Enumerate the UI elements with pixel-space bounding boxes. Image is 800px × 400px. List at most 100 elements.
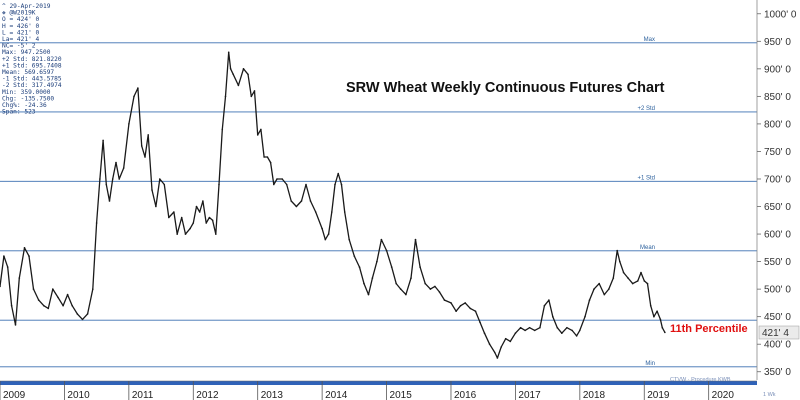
price-point [479, 321, 481, 324]
price-point [612, 277, 615, 279]
price-point [494, 351, 496, 354]
price-point [588, 299, 591, 301]
info-line: Chg%: -24.36 [2, 102, 47, 109]
price-point [405, 293, 407, 296]
price-point [10, 304, 13, 307]
price-point [76, 313, 79, 315]
price-point [631, 282, 634, 285]
price-point [232, 73, 234, 76]
price-point [390, 266, 393, 268]
price-point [198, 211, 201, 213]
x-axis: 2009 2010 2011 2012 2013 2014 2015 2016 2017 2018… [0, 380, 757, 400]
price-point [646, 282, 649, 285]
info-line: -2 Std: 317.4974 [2, 82, 62, 89]
price-point [348, 238, 351, 241]
price-point [108, 200, 111, 202]
y-tick-label: 550' 0 [764, 257, 791, 268]
price-point [184, 233, 187, 235]
info-line: +1 Std: 695.7408 [2, 62, 62, 69]
y-tick-label: 750' 0 [764, 147, 791, 158]
price-point [105, 183, 108, 186]
price-point [295, 205, 298, 208]
price-point [227, 51, 230, 54]
price-point [47, 307, 50, 310]
price-point [32, 288, 35, 290]
price-point [419, 266, 421, 268]
price-point [168, 216, 170, 219]
y-tick-label: 900' 0 [764, 64, 791, 75]
price-point [215, 233, 217, 235]
price-point [111, 178, 114, 180]
y-tick-label: 600' 0 [764, 230, 791, 241]
price-point [358, 266, 361, 268]
price-point [429, 288, 432, 290]
price-point [637, 280, 639, 282]
price-point [504, 337, 507, 340]
x-tick-label: 2013 [261, 390, 284, 400]
price-point [71, 304, 73, 307]
price-point [144, 156, 146, 158]
level-label: +2 Std [637, 106, 655, 112]
info-line: Span: 523 [2, 109, 36, 116]
price-point [395, 282, 398, 285]
price-point [99, 178, 101, 180]
x-tick-label: 2016 [454, 390, 477, 400]
price-point [469, 307, 472, 310]
price-point [269, 161, 272, 164]
price-point [218, 183, 220, 186]
price-point [661, 326, 664, 329]
price-point [192, 222, 195, 224]
price-point [180, 216, 183, 219]
price-point [455, 310, 457, 313]
period-label: 1 Wk [763, 392, 776, 398]
price-point [247, 73, 249, 76]
price-point [253, 90, 256, 92]
time-axis-band [0, 381, 757, 385]
price-point [340, 183, 343, 186]
price-point [305, 183, 307, 186]
y-tick-label: 400' 0 [764, 340, 791, 351]
price-point [371, 277, 374, 279]
last-price-label: 421' 4 [762, 328, 789, 339]
price-point [290, 200, 293, 202]
price-point [331, 211, 333, 213]
y-tick-label: 450' 0 [764, 312, 791, 323]
info-line: ❖ @W2019K [2, 10, 36, 17]
price-point [205, 222, 207, 224]
price-point [115, 161, 117, 164]
price-point [519, 326, 522, 329]
price-point [414, 238, 417, 241]
price-point [524, 329, 526, 332]
price-point [195, 205, 198, 208]
y-tick-label: 350' 0 [764, 367, 791, 378]
price-point [189, 227, 191, 230]
price-point [285, 183, 288, 186]
price-point [229, 68, 232, 70]
price-point [281, 178, 284, 180]
y-tick-label: 950' 0 [764, 37, 791, 48]
price-point [367, 293, 370, 296]
price-point [640, 271, 642, 274]
price-point [256, 134, 259, 136]
price-point [324, 238, 327, 241]
price-point [653, 315, 655, 318]
x-tick-label: 2012 [196, 390, 219, 400]
price-point [321, 227, 323, 230]
price-point [18, 277, 21, 279]
price-point [343, 211, 346, 213]
price-point [443, 299, 446, 301]
price-point [656, 310, 658, 313]
price-point [202, 200, 204, 202]
price-point [176, 233, 178, 235]
price-point [273, 183, 275, 186]
price-point [643, 280, 646, 282]
price-point [380, 238, 383, 241]
x-tick-label: 2015 [390, 390, 413, 400]
price-point [276, 178, 278, 180]
price-point [122, 167, 125, 169]
price-line [0, 51, 666, 359]
price-point [237, 84, 240, 87]
y-tick-label: 650' 0 [764, 202, 791, 213]
